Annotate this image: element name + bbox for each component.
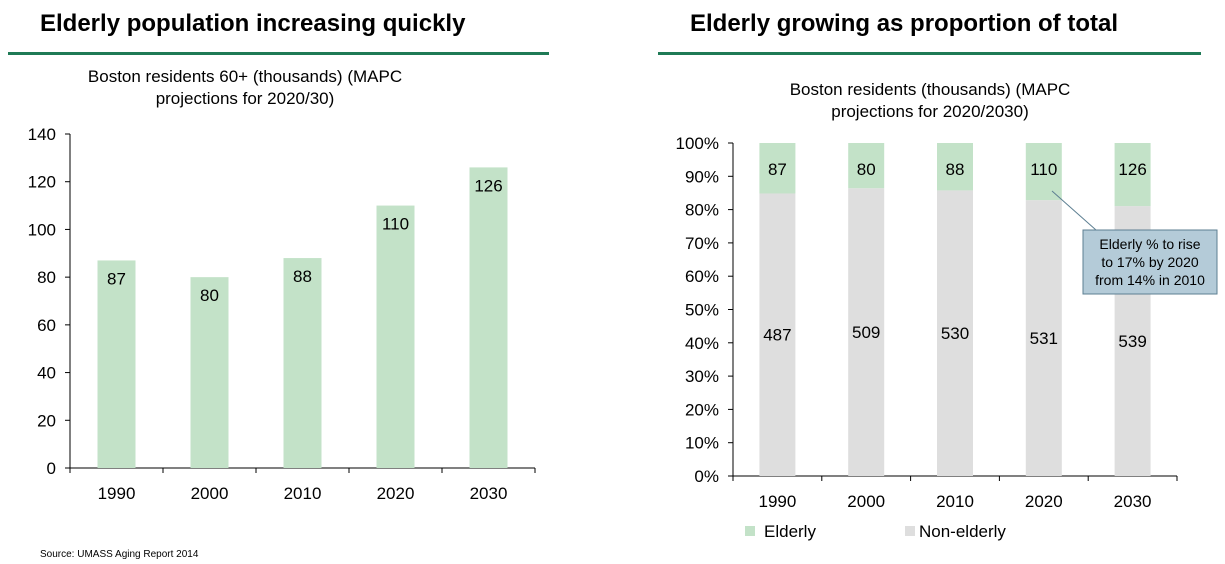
left-x-category-label: 2010 xyxy=(284,484,322,503)
right-bar-elderly-1990 xyxy=(759,143,796,194)
left-y-tick-label: 40 xyxy=(37,364,56,383)
right-elderly-value-label: 88 xyxy=(946,160,965,179)
callout-text-line: from 14% in 2010 xyxy=(1095,272,1205,288)
right-y-tick-label: 10% xyxy=(685,434,719,453)
callout-text-line: to 17% by 2020 xyxy=(1101,254,1199,270)
left-bar-value-label: 110 xyxy=(382,215,409,234)
left-title-rule xyxy=(8,52,549,55)
right-non-elderly-value-label: 531 xyxy=(1030,329,1058,348)
left-bar-2000 xyxy=(190,277,229,468)
left-y-tick-label: 60 xyxy=(37,316,56,335)
left-y-tick-label: 100 xyxy=(28,220,56,239)
right-bar-elderly-2020 xyxy=(1025,143,1062,201)
legend-label-non-elderly: Non-elderly xyxy=(919,522,1006,541)
legend-swatch-non-elderly xyxy=(905,526,915,536)
left-chart-subtitle: Boston residents 60+ (thousands) (MAPC p… xyxy=(87,67,403,108)
right-y-tick-label: 20% xyxy=(685,400,719,419)
right-y-tick-label: 70% xyxy=(685,234,719,253)
right-y-tick-label: 0% xyxy=(694,467,719,486)
left-x-category-label: 1990 xyxy=(98,484,136,503)
left-x-category-label: 2020 xyxy=(377,484,415,503)
right-bar-elderly-2010 xyxy=(937,143,973,191)
right-non-elderly-value-label: 509 xyxy=(852,323,880,342)
right-x-category-label: 2000 xyxy=(847,492,885,511)
left-y-tick-label: 20 xyxy=(37,411,56,430)
right-non-elderly-value-label: 539 xyxy=(1118,332,1146,351)
right-elderly-value-label: 80 xyxy=(857,160,876,179)
right-bar-non-elderly-1990 xyxy=(759,193,796,477)
left-y-tick-label: 140 xyxy=(28,125,56,144)
left-bar-2010 xyxy=(283,258,322,468)
legend-swatch-elderly xyxy=(745,526,755,536)
right-non-elderly-value-label: 530 xyxy=(941,324,969,343)
right-title-rule xyxy=(658,52,1201,55)
left-panel-title: Elderly population increasing quickly xyxy=(40,10,466,37)
right-panel-title: Elderly growing as proportion of total xyxy=(690,10,1119,37)
right-y-tick-label: 60% xyxy=(685,267,719,286)
right-bar-non-elderly-2000 xyxy=(848,188,885,477)
left-bar-value-label: 88 xyxy=(293,267,312,286)
right-x-category-label: 1990 xyxy=(758,492,796,511)
left-bar-2020 xyxy=(376,205,415,469)
callout-text-line: Elderly % to rise xyxy=(1099,236,1200,252)
source-note: Source: UMASS Aging Report 2014 xyxy=(40,549,199,560)
callout-box xyxy=(1082,229,1218,295)
right-y-tick-label: 90% xyxy=(685,167,719,186)
left-y-tick-label: 80 xyxy=(37,268,56,287)
left-bar-1990 xyxy=(97,260,136,468)
left-y-tick-label: 0 xyxy=(47,459,56,478)
right-elderly-value-label: 87 xyxy=(768,160,787,179)
right-chart-subtitle: Boston residents (thousands) (MAPC proje… xyxy=(789,80,1071,121)
right-y-tick-label: 100% xyxy=(676,134,719,153)
right-y-tick-label: 30% xyxy=(685,367,719,386)
right-y-tick-label: 50% xyxy=(685,301,719,320)
right-non-elderly-value-label: 487 xyxy=(763,326,791,345)
right-x-category-label: 2020 xyxy=(1025,492,1063,511)
left-bar-value-label: 87 xyxy=(107,269,126,288)
right-elderly-value-label: 110 xyxy=(1030,160,1057,179)
left-x-category-label: 2030 xyxy=(470,484,508,503)
right-y-tick-label: 80% xyxy=(685,201,719,220)
legend-label-elderly: Elderly xyxy=(764,522,816,541)
right-y-tick-label: 40% xyxy=(685,334,719,353)
right-bar-non-elderly-2020 xyxy=(1025,200,1062,476)
right-elderly-value-label: 126 xyxy=(1118,160,1146,179)
left-bar-2030 xyxy=(469,167,508,468)
left-x-category-label: 2000 xyxy=(191,484,229,503)
left-bar-value-label: 126 xyxy=(474,176,502,195)
left-bar-value-label: 80 xyxy=(200,286,219,305)
right-bar-elderly-2000 xyxy=(848,143,885,189)
right-bar-elderly-2030 xyxy=(1114,143,1151,207)
right-x-category-label: 2030 xyxy=(1114,492,1152,511)
right-x-category-label: 2010 xyxy=(936,492,974,511)
callout-leader-line xyxy=(1051,190,1097,231)
left-y-tick-label: 120 xyxy=(28,173,56,192)
right-bar-non-elderly-2010 xyxy=(937,190,973,476)
